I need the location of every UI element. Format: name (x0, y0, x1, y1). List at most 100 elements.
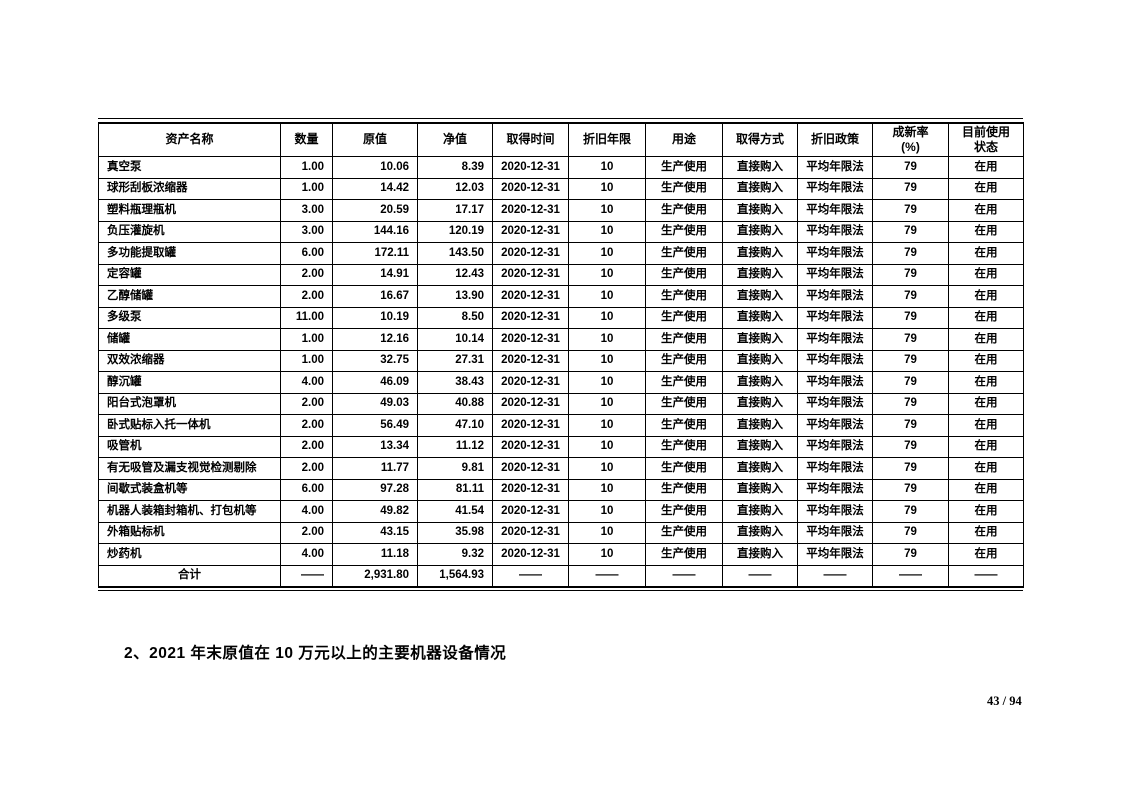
cell-usage: —— (645, 564, 723, 587)
cell-acquire-date: 2020-12-31 (492, 500, 569, 523)
cell-original-value: 46.09 (332, 371, 418, 394)
cell-newness-rate: 79 (872, 414, 949, 437)
table-row: 双效浓缩器 1.00 32.75 27.31 2020-12-31 10 生产使用 直接购入平… (98, 349, 1024, 372)
cell-acquire-date: 2020-12-31 (492, 199, 569, 222)
cell-depreciation-years: —— (568, 564, 646, 587)
cell-quantity: 2.00 (280, 263, 333, 286)
cell-newness-rate: 79 (872, 263, 949, 286)
cell-newness-rate: 79 (872, 349, 949, 372)
cell-depreciation-years: 10 (568, 392, 646, 415)
cell-newness-rate: 79 (872, 242, 949, 265)
cell-depreciation-policy: 平均年限法 (797, 199, 873, 222)
cell-depreciation-policy: 平均年限法 (797, 263, 873, 286)
cell-depreciation-policy: 平均年限法 (797, 521, 873, 544)
cell-acquire-method: 直接购入 (722, 457, 798, 480)
cell-usage-status: 在用 (948, 285, 1024, 308)
cell-usage: 生产使用 (645, 414, 723, 437)
table-row: 炒药机 4.00 11.18 9.32 2020-12-31 10 生产使用 直接购入 平均年限… (98, 543, 1024, 566)
cell-acquire-date: 2020-12-31 (492, 220, 569, 243)
column-header-depreciation-policy: 折旧政策 (797, 122, 873, 157)
cell-depreciation-years: 10 (568, 242, 646, 265)
column-header-usage-status: 目前使用状态 (948, 122, 1024, 157)
cell-depreciation-years: 10 (568, 220, 646, 243)
cell-newness-rate: 79 (872, 156, 949, 179)
cell-net-value: 11.12 (417, 435, 493, 458)
cell-acquire-date: 2020-12-31 (492, 156, 569, 179)
cell-newness-rate: 79 (872, 328, 949, 351)
cell-quantity: 4.00 (280, 371, 333, 394)
cell-acquire-method: 直接购入 (722, 220, 798, 243)
cell-original-value: 2,931.80 (332, 564, 418, 587)
cell-original-value: 97.28 (332, 478, 418, 501)
cell-net-value: 12.03 (417, 177, 493, 200)
cell-usage: 生产使用 (645, 392, 723, 415)
cell-asset-name: 有无吸管及漏支视觉检测剔除 (98, 457, 281, 480)
cell-net-value: 8.50 (417, 306, 493, 329)
cell-acquire-date: 2020-12-31 (492, 263, 569, 286)
cell-newness-rate: 79 (872, 478, 949, 501)
cell-original-value: 144.16 (332, 220, 418, 243)
cell-usage: 生产使用 (645, 371, 723, 394)
cell-depreciation-policy: 平均年限法 (797, 349, 873, 372)
cell-asset-name: 阳台式泡罩机 (98, 392, 281, 415)
cell-acquire-method: 直接购入 (722, 285, 798, 308)
table-row: 有无吸管及漏支视觉检测剔除 2.00 11.77 9.81 2020-12-31 10 生产… (98, 457, 1024, 480)
cell-acquire-method: 直接购入 (722, 500, 798, 523)
cell-acquire-date: 2020-12-31 (492, 392, 569, 415)
cell-original-value: 49.82 (332, 500, 418, 523)
cell-newness-rate: 79 (872, 285, 949, 308)
cell-acquire-date: 2020-12-31 (492, 285, 569, 308)
cell-asset-name: 乙醇储罐 (98, 285, 281, 308)
cell-usage-status: 在用 (948, 371, 1024, 394)
cell-quantity: 1.00 (280, 177, 333, 200)
cell-depreciation-years: 10 (568, 435, 646, 458)
cell-acquire-method: 直接购入 (722, 521, 798, 544)
column-header-asset-name: 资产名称 (98, 122, 281, 157)
cell-depreciation-policy: 平均年限法 (797, 500, 873, 523)
cell-asset-name: 吸管机 (98, 435, 281, 458)
cell-original-value: 16.67 (332, 285, 418, 308)
table-row: 定容罐 2.00 14.91 12.43 2020-12-31 10 生产使用 直接购入 平均年… (98, 263, 1024, 286)
cell-asset-name: 多功能提取罐 (98, 242, 281, 265)
cell-usage-status: 在用 (948, 349, 1024, 372)
cell-quantity: 2.00 (280, 392, 333, 415)
cell-asset-name: 负压灌旋机 (98, 220, 281, 243)
cell-net-value: 1,564.93 (417, 564, 493, 587)
cell-usage: 生产使用 (645, 242, 723, 265)
cell-asset-name: 间歇式装盒机等 (98, 478, 281, 501)
cell-usage-status: 在用 (948, 435, 1024, 458)
cell-depreciation-years: 10 (568, 500, 646, 523)
cell-asset-name: 炒药机 (98, 543, 281, 566)
cell-usage: 生产使用 (645, 199, 723, 222)
cell-original-value: 32.75 (332, 349, 418, 372)
table-row: 吸管机 2.00 13.34 11.12 2020-12-31 10 生产使用 直接购入 平均年… (98, 435, 1024, 458)
cell-quantity: 4.00 (280, 543, 333, 566)
cell-usage-status: 在用 (948, 156, 1024, 179)
cell-usage-status: 在用 (948, 263, 1024, 286)
cell-net-value: 40.88 (417, 392, 493, 415)
cell-quantity: 3.00 (280, 199, 333, 222)
cell-acquire-method: 直接购入 (722, 371, 798, 394)
cell-net-value: 120.19 (417, 220, 493, 243)
cell-asset-name: 塑料瓶理瓶机 (98, 199, 281, 222)
cell-asset-name: 定容罐 (98, 263, 281, 286)
cell-acquire-date: 2020-12-31 (492, 457, 569, 480)
column-header-original-value: 原值 (332, 122, 418, 157)
cell-usage-status: 在用 (948, 543, 1024, 566)
column-header-acquire-date: 取得时间 (492, 122, 569, 157)
cell-depreciation-years: 10 (568, 263, 646, 286)
cell-newness-rate: 79 (872, 306, 949, 329)
table-row: 真空泵 1.00 10.06 8.39 2020-12-31 10 生产使用 直接购入 平均年限… (98, 156, 1024, 179)
cell-depreciation-years: 10 (568, 349, 646, 372)
cell-depreciation-policy: 平均年限法 (797, 177, 873, 200)
table-row: 外箱贴标机 2.00 43.15 35.98 2020-12-31 10 生产使用 直接购入平… (98, 521, 1024, 544)
cell-depreciation-policy: 平均年限法 (797, 392, 873, 415)
table-row: 塑料瓶理瓶机 3.00 20.59 17.17 2020-12-31 10 生产使用 直接购入… (98, 199, 1024, 222)
cell-newness-rate: 79 (872, 220, 949, 243)
cell-net-value: 9.81 (417, 457, 493, 480)
cell-asset-name: 双效浓缩器 (98, 349, 281, 372)
cell-quantity: 1.00 (280, 328, 333, 351)
cell-depreciation-policy: 平均年限法 (797, 371, 873, 394)
cell-original-value: 43.15 (332, 521, 418, 544)
cell-newness-rate: 79 (872, 371, 949, 394)
